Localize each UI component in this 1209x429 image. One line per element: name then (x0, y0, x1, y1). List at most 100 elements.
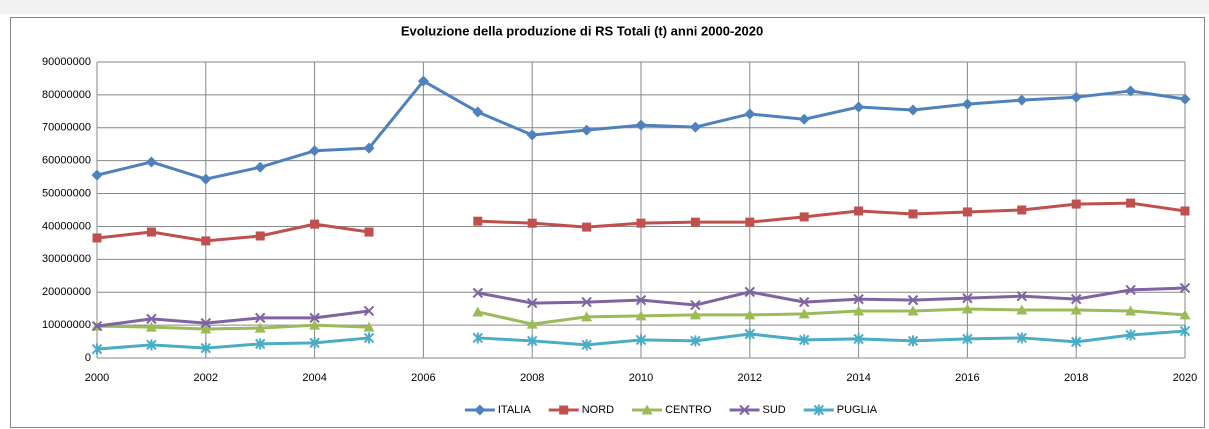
marker (200, 323, 212, 334)
marker (581, 311, 593, 322)
marker (254, 338, 266, 350)
marker (201, 236, 211, 246)
x-tick-label: 2012 (738, 372, 762, 384)
marker (145, 156, 157, 168)
marker (473, 216, 483, 226)
legend-label: ITALIA (498, 404, 531, 416)
marker (363, 321, 375, 332)
y-tick-label: 50000000 (42, 187, 91, 199)
marker (635, 119, 647, 131)
x-tick-label: 2006 (411, 372, 435, 384)
marker (1180, 206, 1190, 216)
marker (798, 308, 810, 319)
marker (1070, 293, 1082, 305)
marker (363, 142, 375, 154)
marker (1070, 336, 1082, 348)
y-tick-label: 20000000 (42, 286, 91, 298)
x-tick-label: 2014 (846, 372, 870, 384)
marker (200, 173, 212, 185)
marker (745, 217, 755, 227)
marker (91, 169, 103, 181)
marker (146, 313, 157, 325)
marker (1016, 290, 1028, 302)
marker (309, 145, 321, 157)
series-line (96, 307, 1186, 331)
marker (962, 207, 972, 217)
marker (853, 333, 864, 345)
marker (907, 104, 919, 116)
marker (472, 106, 484, 118)
marker (254, 161, 266, 173)
marker (689, 309, 701, 320)
marker (798, 334, 810, 346)
y-tick-label: 70000000 (42, 122, 91, 134)
marker (254, 322, 266, 333)
marker (526, 297, 538, 309)
marker (200, 342, 212, 354)
marker (310, 219, 320, 229)
top-bar (0, 0, 1209, 14)
y-tick-label: 90000000 (42, 56, 91, 68)
marker (813, 404, 824, 416)
marker (146, 339, 157, 351)
marker (907, 335, 919, 347)
marker (690, 299, 701, 311)
x-tick-label: 2016 (955, 372, 979, 384)
x-tick-label: 2002 (194, 372, 218, 384)
marker (798, 113, 810, 125)
marker (907, 294, 919, 306)
y-tick-label: 30000000 (42, 253, 91, 265)
marker (309, 312, 320, 324)
marker (853, 293, 864, 305)
marker (641, 404, 653, 415)
marker (744, 309, 756, 320)
marker (907, 305, 919, 316)
marker (145, 321, 157, 332)
x-tick-label: 2010 (629, 372, 653, 384)
marker (582, 222, 592, 232)
marker (581, 296, 592, 308)
marker (1016, 94, 1028, 106)
chart-frame (10, 17, 1205, 428)
marker (526, 129, 538, 141)
marker (636, 218, 646, 228)
marker (1125, 284, 1136, 296)
marker (853, 305, 865, 316)
marker (1179, 325, 1191, 337)
marker (739, 404, 750, 416)
marker (91, 320, 103, 332)
series-line (96, 201, 1186, 243)
marker (581, 339, 592, 351)
marker (309, 319, 321, 330)
marker (559, 405, 569, 415)
marker (472, 332, 484, 344)
x-tick-label: 2000 (85, 372, 109, 384)
marker (363, 332, 375, 344)
marker (255, 231, 265, 241)
marker (635, 334, 647, 346)
series-line (96, 286, 1186, 328)
marker (744, 286, 756, 298)
marker (961, 303, 973, 314)
marker (1125, 305, 1137, 316)
marker (1017, 205, 1027, 215)
x-tick-label: 2020 (1173, 372, 1197, 384)
marker (690, 217, 700, 227)
marker (961, 98, 973, 110)
x-tick-label: 2018 (1064, 372, 1088, 384)
marker (689, 121, 701, 133)
marker (472, 287, 484, 299)
y-tick-label: 40000000 (42, 220, 91, 232)
legend-label: SUD (763, 404, 786, 416)
marker (526, 318, 538, 329)
marker (962, 333, 973, 345)
marker (581, 124, 593, 136)
marker (472, 306, 484, 317)
marker (91, 343, 103, 355)
marker (417, 75, 429, 87)
x-tick-label: 2004 (302, 372, 326, 384)
marker (309, 337, 320, 349)
marker (1071, 199, 1081, 209)
marker (635, 310, 647, 321)
